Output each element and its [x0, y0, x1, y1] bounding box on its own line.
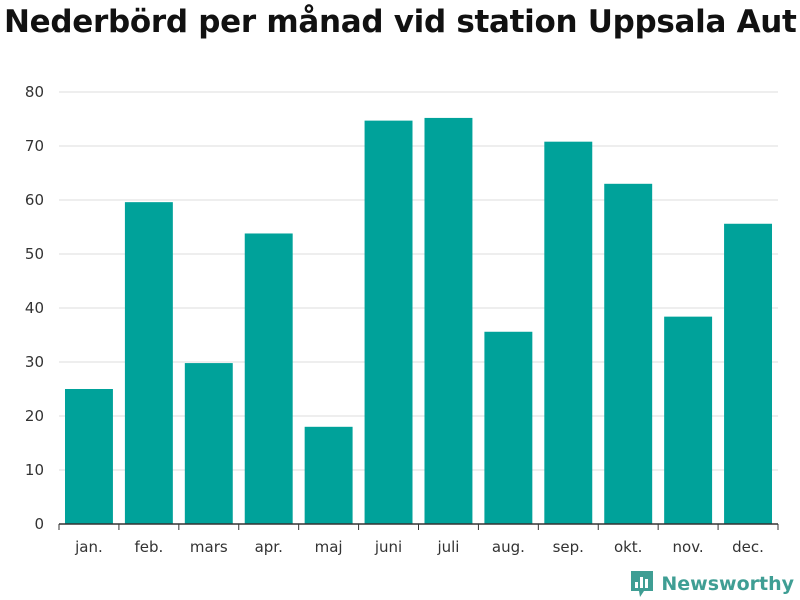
bar-dec — [724, 223, 773, 524]
y-tick-label: 40 — [25, 299, 44, 317]
bar-mars — [184, 363, 233, 524]
x-tick-label: juli — [436, 538, 459, 556]
y-tick-label: 60 — [25, 191, 44, 209]
y-tick-label: 70 — [25, 137, 44, 155]
bar-maj — [304, 426, 353, 524]
bars — [64, 117, 773, 525]
x-tick-label: okt. — [614, 538, 643, 556]
bar-sep — [544, 141, 593, 524]
x-axis-labels: jan. feb. mars apr. maj juni juli aug. sep. okt. n… — [74, 538, 764, 556]
x-tick-label: nov. — [673, 538, 704, 556]
x-tick-label: feb. — [134, 538, 163, 556]
x-tick-label: mars — [190, 538, 228, 556]
x-tick-label: maj — [315, 538, 343, 556]
x-tick-label: dec. — [732, 538, 764, 556]
y-tick-label: 80 — [25, 83, 44, 101]
x-tick-label: juni — [374, 538, 402, 556]
y-tick-label: 10 — [25, 461, 44, 479]
bar-juli — [424, 117, 473, 525]
y-tick-label: 0 — [34, 515, 44, 533]
gridlines — [59, 91, 778, 471]
x-tick-label: sep. — [553, 538, 584, 556]
y-tick-label: 50 — [25, 245, 44, 263]
y-axis-labels: 0 10 20 30 40 50 60 70 80 — [25, 83, 44, 533]
chart-title: Nederbörd per månad vid station Uppsala … — [4, 4, 797, 40]
bar-juni — [364, 120, 413, 525]
bar-apr — [244, 233, 293, 525]
newsworthy-logo: Newsworthy — [629, 568, 794, 600]
brand-name: Newsworthy — [661, 573, 794, 595]
y-tick-label: 20 — [25, 407, 44, 425]
bar-okt — [604, 183, 653, 525]
bar-feb — [124, 202, 173, 524]
x-tick-label: apr. — [255, 538, 283, 556]
bar-nov — [664, 316, 713, 524]
bar-chart-logo-icon — [631, 571, 654, 597]
x-axis — [58, 523, 779, 530]
bar-aug — [484, 331, 533, 524]
x-tick-label: aug. — [492, 538, 525, 556]
bar-jan — [64, 389, 113, 524]
y-tick-label: 30 — [25, 353, 44, 371]
x-tick-label: jan. — [74, 538, 103, 556]
